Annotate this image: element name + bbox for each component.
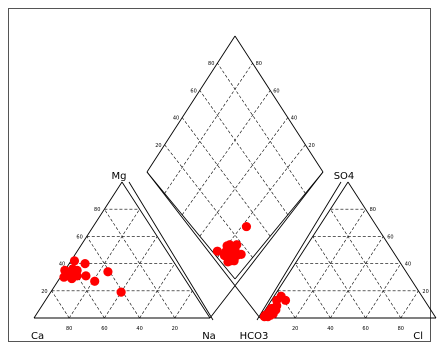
cation-point [72, 271, 82, 281]
tick-layer: 20 20 20 20 20 20 40 40 40 40 40 40 60 60 60 60 60 60 80 80… [41, 61, 429, 332]
diamond-edge [146, 35, 236, 173]
cation-point [80, 259, 90, 269]
tick-label: 20 [292, 326, 298, 332]
anion-diamond-separator [146, 171, 261, 319]
tick-label: 80 [208, 61, 214, 67]
diamond-edge [234, 35, 324, 173]
tick-label: 40 [291, 116, 297, 122]
tick-label: 60 [101, 326, 107, 332]
tick-label: 80 [370, 207, 376, 213]
anion-triangle-edge [347, 181, 437, 319]
outer-frame [8, 8, 431, 342]
diamond-point [212, 246, 222, 256]
cl-axis-label: Cl [413, 331, 423, 342]
tick-label: 40 [173, 116, 179, 122]
diamond-edge [146, 171, 236, 280]
cation-triangle-edge [33, 181, 123, 319]
diamond-point [232, 240, 242, 250]
tick-label: 20 [41, 289, 47, 295]
tick-label: 40 [136, 326, 142, 332]
anion-triangle-grid-line [312, 236, 366, 319]
diamond-point [236, 249, 246, 259]
tick-label: 60 [273, 88, 279, 94]
anion-triangle-edge [259, 181, 349, 319]
ca-axis-label: Ca [31, 331, 44, 342]
cation-point [116, 287, 126, 297]
cation-triangle-grid-line [86, 236, 140, 319]
diamond-grid-line [217, 144, 306, 258]
mg-axis-label: Mg [112, 171, 127, 182]
tick-label: 60 [362, 326, 368, 332]
tick-label: 80 [256, 61, 262, 67]
anion-outer-line [256, 181, 342, 321]
tick-label: 40 [59, 262, 65, 268]
cation-point [60, 265, 70, 275]
diamond-grid-line [217, 63, 306, 194]
anion-triangle-grid-line [330, 236, 384, 319]
anion-point [268, 303, 278, 314]
cation-triangle-edge [121, 181, 211, 319]
cation-triangle-grid-line [68, 263, 105, 319]
anion-triangle-grid-line [294, 263, 331, 319]
so4-axis-label: SO4 [334, 171, 355, 182]
cation-triangle-grid-line [104, 209, 176, 319]
tick-label: 80 [398, 326, 404, 332]
cation-triangle-grid-line [174, 290, 193, 319]
diamond-point [241, 221, 252, 232]
cation-triangle-grid-line [51, 290, 70, 319]
cation-point [69, 256, 80, 266]
diamond-point [226, 256, 236, 266]
cation-point [90, 276, 100, 286]
anion-triangle-grid-line [400, 290, 419, 319]
cation-point [103, 267, 113, 277]
frame-layer [33, 35, 437, 321]
tick-label: 60 [76, 234, 82, 240]
tick-label: 80 [66, 326, 72, 332]
anion-point [280, 295, 291, 305]
tick-label: 60 [190, 88, 196, 94]
cation-triangle-grid-line [104, 236, 158, 319]
diamond-grid-line [164, 63, 253, 194]
tick-label: 20 [308, 143, 314, 149]
diamond-grid-line [199, 90, 289, 215]
diamond-grid-line [181, 90, 271, 215]
diamond-edge [234, 171, 324, 280]
diamond-grid-line [164, 144, 253, 258]
tick-label: 60 [387, 234, 393, 240]
grid-layer [51, 63, 419, 319]
cation-point [81, 271, 91, 281]
tick-label: 80 [94, 207, 100, 213]
cation-outer-line [128, 181, 214, 321]
tick-label: 40 [405, 262, 411, 268]
tick-label: 40 [327, 326, 333, 332]
point-layer [59, 221, 291, 322]
anion-triangle-grid-line [294, 209, 366, 319]
tick-label: 20 [155, 143, 161, 149]
hco3-axis-label: HCO3 [240, 331, 269, 342]
anion-triangle-grid-line [330, 209, 402, 319]
cation-diamond-separator [209, 171, 324, 319]
cation-triangle-grid-line [68, 209, 140, 319]
tick-label: 20 [422, 289, 428, 295]
tick-label: 20 [172, 326, 178, 332]
na-axis-label: Na [202, 331, 216, 342]
